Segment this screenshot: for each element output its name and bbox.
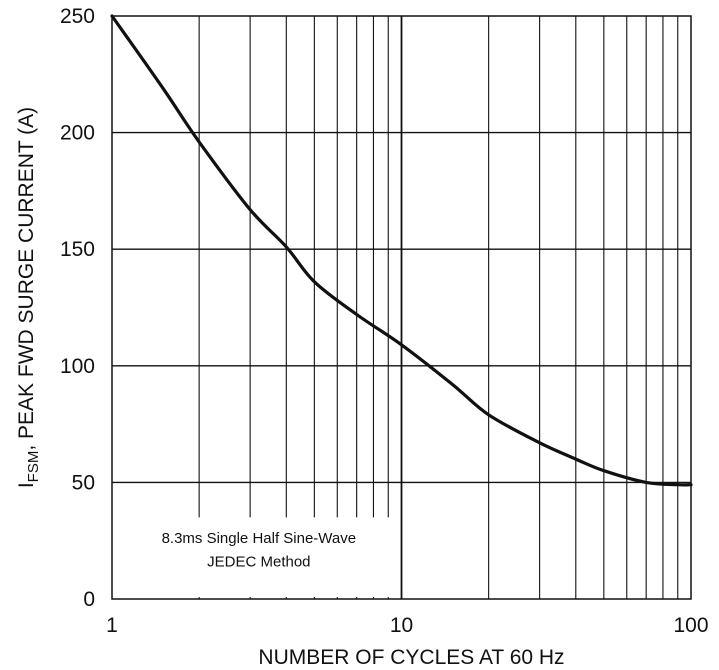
y-tick-label: 100 <box>60 355 95 378</box>
y-tick-labels: 0 50 100 150 200 250 <box>60 5 95 611</box>
annotation-line-1: 8.3ms Single Half Sine-Wave <box>162 530 357 547</box>
x-tick-labels: 1 10 100 <box>106 614 708 637</box>
x-tick-label: 10 <box>390 614 413 637</box>
y-axis-title-rest: , PEAK FWD SURGE CURRENT (A) <box>15 107 38 451</box>
grid <box>112 16 691 599</box>
y-tick-label: 150 <box>60 238 95 261</box>
y-axis-title-main: I <box>15 482 38 488</box>
annotation-line-2: JEDEC Method <box>207 553 310 570</box>
x-tick-label: 100 <box>673 614 708 637</box>
y-tick-label: 250 <box>60 5 95 28</box>
y-axis-title: IFSM, PEAK FWD SURGE CURRENT (A) <box>15 107 42 488</box>
y-tick-label: 50 <box>72 471 95 494</box>
y-tick-label: 0 <box>83 588 95 611</box>
y-tick-label: 200 <box>60 122 95 145</box>
x-axis-title: NUMBER OF CYCLES AT 60 Hz <box>258 646 564 669</box>
annotation-box: 8.3ms Single Half Sine-Wave JEDEC Method <box>120 517 398 597</box>
x-tick-label: 1 <box>106 614 118 637</box>
series-line <box>110 14 693 487</box>
y-axis-title-subscript: FSM <box>25 451 42 483</box>
annotation-background <box>120 517 398 597</box>
plot-frame <box>111 15 692 600</box>
